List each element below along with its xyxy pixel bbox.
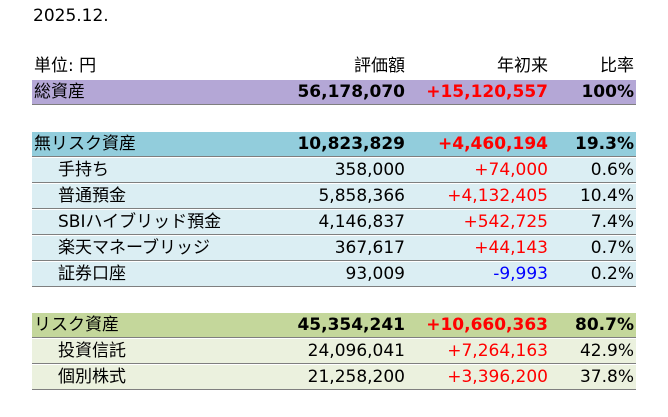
row-ytd: +4,132,405 bbox=[447, 186, 548, 206]
row-ratio: 37.8% bbox=[579, 367, 634, 387]
row-ratio: 42.9% bbox=[579, 341, 634, 361]
row-value: 21,258,200 bbox=[307, 367, 405, 387]
row-label: SBIハイブリッド預金 bbox=[58, 212, 222, 232]
row-ytd: +542,725 bbox=[463, 212, 548, 232]
row-ratio: 0.2% bbox=[590, 264, 634, 284]
row-label: 個別株式 bbox=[58, 367, 126, 387]
row-ratio: 10.4% bbox=[579, 186, 634, 206]
table-row[interactable]: 手持ち 358,000 +74,000 0.6% bbox=[32, 158, 636, 183]
row-value: 24,096,041 bbox=[307, 341, 405, 361]
total-assets-row[interactable]: 総資産 56,178,070 +15,120,557 100% bbox=[32, 80, 636, 105]
row-ytd: -9,993 bbox=[493, 264, 548, 284]
row-ytd: +44,143 bbox=[474, 238, 548, 258]
row-value: 367,617 bbox=[334, 238, 405, 258]
riskfree-assets-label: 無リスク資産 bbox=[34, 134, 136, 154]
row-ratio: 0.7% bbox=[590, 238, 634, 258]
risk-assets-label: リスク資産 bbox=[34, 315, 119, 335]
table-row[interactable]: 証券口座 93,009 -9,993 0.2% bbox=[32, 262, 636, 287]
report-date: 2025.12. bbox=[33, 6, 109, 26]
table-row[interactable]: 普通預金 5,858,366 +4,132,405 10.4% bbox=[32, 184, 636, 209]
total-assets-ytd: +15,120,557 bbox=[426, 82, 548, 102]
riskfree-assets-ytd: +4,460,194 bbox=[438, 134, 548, 154]
unit-label: 単位: 円 bbox=[34, 56, 97, 76]
row-label: 楽天マネーブリッジ bbox=[58, 238, 210, 258]
total-assets-value: 56,178,070 bbox=[297, 82, 405, 102]
ytd-column-header: 年初来 bbox=[497, 56, 548, 76]
row-label: 手持ち bbox=[58, 160, 109, 180]
row-value: 93,009 bbox=[345, 264, 405, 284]
table-header: 単位: 円 評価額 年初来 比率 bbox=[32, 54, 636, 79]
row-ytd: +74,000 bbox=[474, 160, 548, 180]
table-row[interactable]: 個別株式 21,258,200 +3,396,200 37.8% bbox=[32, 365, 636, 390]
risk-assets-value: 45,354,241 bbox=[297, 315, 405, 335]
table-row[interactable]: 楽天マネーブリッジ 367,617 +44,143 0.7% bbox=[32, 236, 636, 261]
riskfree-assets-ratio: 19.3% bbox=[575, 134, 634, 154]
total-assets-label: 総資産 bbox=[34, 82, 85, 102]
row-ytd: +7,264,163 bbox=[447, 341, 548, 361]
value-column-header: 評価額 bbox=[354, 56, 405, 76]
row-ratio: 7.4% bbox=[590, 212, 634, 232]
row-ratio: 0.6% bbox=[590, 160, 634, 180]
risk-assets-ytd: +10,660,363 bbox=[426, 315, 548, 335]
risk-assets-row[interactable]: リスク資産 45,354,241 +10,660,363 80.7% bbox=[32, 313, 636, 338]
row-value: 358,000 bbox=[334, 160, 405, 180]
row-ytd: +3,396,200 bbox=[447, 367, 548, 387]
row-label: 投資信託 bbox=[58, 341, 126, 361]
ratio-column-header: 比率 bbox=[600, 56, 634, 76]
row-value: 5,858,366 bbox=[318, 186, 405, 206]
risk-assets-ratio: 80.7% bbox=[575, 315, 634, 335]
row-label: 証券口座 bbox=[58, 264, 126, 284]
row-label: 普通預金 bbox=[58, 186, 126, 206]
riskfree-assets-value: 10,823,829 bbox=[297, 134, 405, 154]
table-row[interactable]: 投資信託 24,096,041 +7,264,163 42.9% bbox=[32, 339, 636, 364]
riskfree-assets-row[interactable]: 無リスク資産 10,823,829 +4,460,194 19.3% bbox=[32, 132, 636, 157]
total-assets-ratio: 100% bbox=[581, 82, 634, 102]
row-value: 4,146,837 bbox=[318, 212, 405, 232]
table-row[interactable]: SBIハイブリッド預金 4,146,837 +542,725 7.4% bbox=[32, 210, 636, 235]
